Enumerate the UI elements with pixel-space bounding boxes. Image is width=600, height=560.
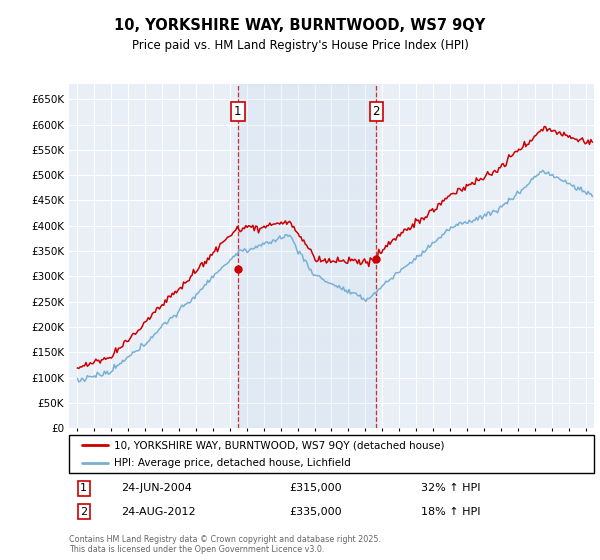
Text: 10, YORKSHIRE WAY, BURNTWOOD, WS7 9QY: 10, YORKSHIRE WAY, BURNTWOOD, WS7 9QY xyxy=(115,18,485,32)
Bar xyxy=(238,84,376,428)
Text: 24-AUG-2012: 24-AUG-2012 xyxy=(121,507,196,517)
Text: HPI: Average price, detached house, Lichfield: HPI: Average price, detached house, Lich… xyxy=(113,458,350,468)
Text: 1: 1 xyxy=(234,105,242,118)
Text: 32% ↑ HPI: 32% ↑ HPI xyxy=(421,483,480,493)
FancyBboxPatch shape xyxy=(69,435,594,473)
Text: £315,000: £315,000 xyxy=(290,483,342,493)
Text: Contains HM Land Registry data © Crown copyright and database right 2025.
This d: Contains HM Land Registry data © Crown c… xyxy=(69,535,381,554)
Text: £335,000: £335,000 xyxy=(290,507,342,517)
Text: 1: 1 xyxy=(80,483,87,493)
Text: Price paid vs. HM Land Registry's House Price Index (HPI): Price paid vs. HM Land Registry's House … xyxy=(131,39,469,53)
Text: 24-JUN-2004: 24-JUN-2004 xyxy=(121,483,193,493)
Text: 18% ↑ HPI: 18% ↑ HPI xyxy=(421,507,480,517)
Text: 2: 2 xyxy=(80,507,87,517)
Text: 10, YORKSHIRE WAY, BURNTWOOD, WS7 9QY (detached house): 10, YORKSHIRE WAY, BURNTWOOD, WS7 9QY (d… xyxy=(113,440,444,450)
Text: 2: 2 xyxy=(373,105,380,118)
